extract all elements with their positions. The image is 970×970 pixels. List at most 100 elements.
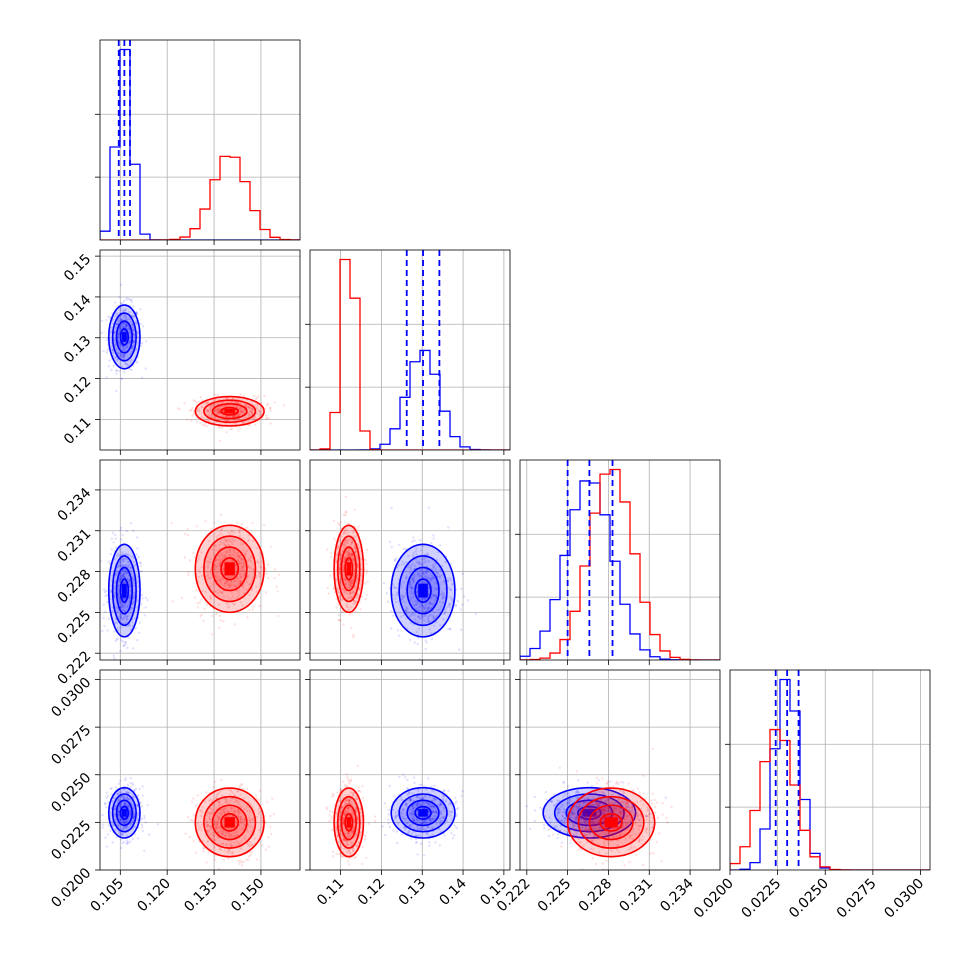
y-tick-label: 0.11 xyxy=(61,414,94,447)
x-tick-label: 0.228 xyxy=(576,876,616,916)
histogram-panel-4 xyxy=(730,670,930,870)
contour-series-2 xyxy=(333,787,365,858)
scatter-panel-3-2 xyxy=(310,460,510,660)
scatter-panel-4-2 xyxy=(310,670,510,870)
scatter-frame-4-1 xyxy=(99,669,301,871)
scatter-points-series-2 xyxy=(184,778,276,870)
contour-series-2 xyxy=(599,813,623,832)
contour-series-2 xyxy=(211,804,248,841)
y-tick-label: 0.225 xyxy=(55,607,95,647)
contour-series-2 xyxy=(344,813,354,832)
x-tick-label: 0.0225 xyxy=(738,876,784,922)
histogram-step-series-1 xyxy=(100,48,300,240)
contour-series-1 xyxy=(406,799,440,827)
y-tick-label: 0.228 xyxy=(55,567,95,607)
density-peak-series-1 xyxy=(122,332,127,342)
density-peak-series-1 xyxy=(122,583,127,598)
density-peak-series-2 xyxy=(224,817,235,828)
x-tick-label: 0.11 xyxy=(314,876,347,909)
contour-series-2 xyxy=(220,557,240,581)
contour-series-2 xyxy=(194,787,265,858)
scatter-frame-4-2 xyxy=(309,669,511,871)
density-peak-series-1 xyxy=(582,809,597,817)
density-peak-series-2 xyxy=(346,562,351,576)
contour-series-2 xyxy=(211,546,248,592)
x-tick-label: 0.0300 xyxy=(881,876,927,922)
contour-series-1 xyxy=(107,304,141,370)
contour-series-2 xyxy=(340,546,357,592)
contour-series-1 xyxy=(414,578,432,603)
contour-series-1 xyxy=(111,555,137,627)
contour-series-2 xyxy=(340,804,357,841)
x-tick-label: 0.13 xyxy=(396,876,429,909)
histogram-step-series-2 xyxy=(100,155,300,240)
density-peak-series-2 xyxy=(224,562,235,576)
histogram-panel-1 xyxy=(100,40,300,240)
scatter-frame-4-3 xyxy=(519,669,721,871)
density-peak-series-1 xyxy=(122,809,127,817)
contour-series-1 xyxy=(119,578,130,603)
contour-series-1 xyxy=(119,328,130,346)
contour-series-1 xyxy=(542,786,637,839)
contour-series-2 xyxy=(203,795,257,849)
contour-series-1 xyxy=(406,566,440,615)
histogram-frame-2 xyxy=(309,249,511,451)
histogram-frame-1 xyxy=(99,39,301,241)
contour-series-2 xyxy=(577,795,645,849)
contour-series-2 xyxy=(211,403,248,420)
histogram-frame-4 xyxy=(729,669,931,871)
density-peak-series-1 xyxy=(418,809,428,817)
density-peak-series-2 xyxy=(346,817,351,828)
contour-series-1 xyxy=(115,320,133,354)
scatter-panel-3-1 xyxy=(100,460,300,660)
density-peak-series-1 xyxy=(418,583,428,598)
y-tick-label: 0.14 xyxy=(61,292,94,325)
contour-series-2 xyxy=(588,804,634,841)
contour-series-1 xyxy=(390,786,456,839)
contour-series-1 xyxy=(111,312,137,362)
x-tick-label: 0.14 xyxy=(437,875,470,908)
histogram-panel-3 xyxy=(520,460,720,660)
contour-series-2 xyxy=(203,535,257,603)
x-tick-label: 0.0250 xyxy=(786,876,832,922)
contour-series-1 xyxy=(115,566,133,615)
histogram-frame-3 xyxy=(519,459,721,661)
density-peak-series-2 xyxy=(224,409,235,414)
contour-series-1 xyxy=(119,805,130,820)
contour-series-1 xyxy=(398,555,448,627)
contour-series-2 xyxy=(566,787,656,858)
x-tick-label: 0.231 xyxy=(616,876,656,916)
y-tick-label: 0.0250 xyxy=(48,770,94,816)
contour-series-2 xyxy=(220,813,240,832)
contour-series-2 xyxy=(333,524,365,614)
contour-series-1 xyxy=(115,799,133,827)
contour-series-1 xyxy=(553,793,625,833)
histogram-step-series-2 xyxy=(310,258,510,450)
contour-series-1 xyxy=(390,543,456,638)
contour-series-1 xyxy=(398,793,448,833)
scatter-frame-2-1 xyxy=(99,249,301,451)
y-tick-label: 0.0225 xyxy=(48,817,94,863)
y-tick-label: 0.234 xyxy=(55,485,95,525)
x-tick-label: 0.150 xyxy=(228,876,268,916)
histogram-panel-2 xyxy=(310,250,510,450)
contour-series-1 xyxy=(107,786,141,839)
contour-series-2 xyxy=(194,395,265,427)
y-tick-label: 0.0275 xyxy=(48,722,94,768)
histogram-step-series-2 xyxy=(730,728,930,870)
histogram-step-series-2 xyxy=(520,468,720,660)
x-tick-label: 0.225 xyxy=(535,876,575,916)
contour-series-1 xyxy=(107,543,141,638)
scatter-frame-3-1 xyxy=(99,459,301,661)
contour-series-1 xyxy=(414,805,432,820)
x-tick-label: 0.120 xyxy=(134,876,174,916)
y-tick-label: 0.231 xyxy=(55,526,95,566)
y-tick-label: 0.13 xyxy=(61,333,94,366)
density-peak-series-2 xyxy=(604,817,618,828)
scatter-panel-2-1 xyxy=(100,250,300,450)
scatter-panel-4-1 xyxy=(100,670,300,870)
contour-series-2 xyxy=(344,557,354,581)
x-tick-label: 0.105 xyxy=(87,876,127,916)
contour-series-2 xyxy=(336,795,361,849)
